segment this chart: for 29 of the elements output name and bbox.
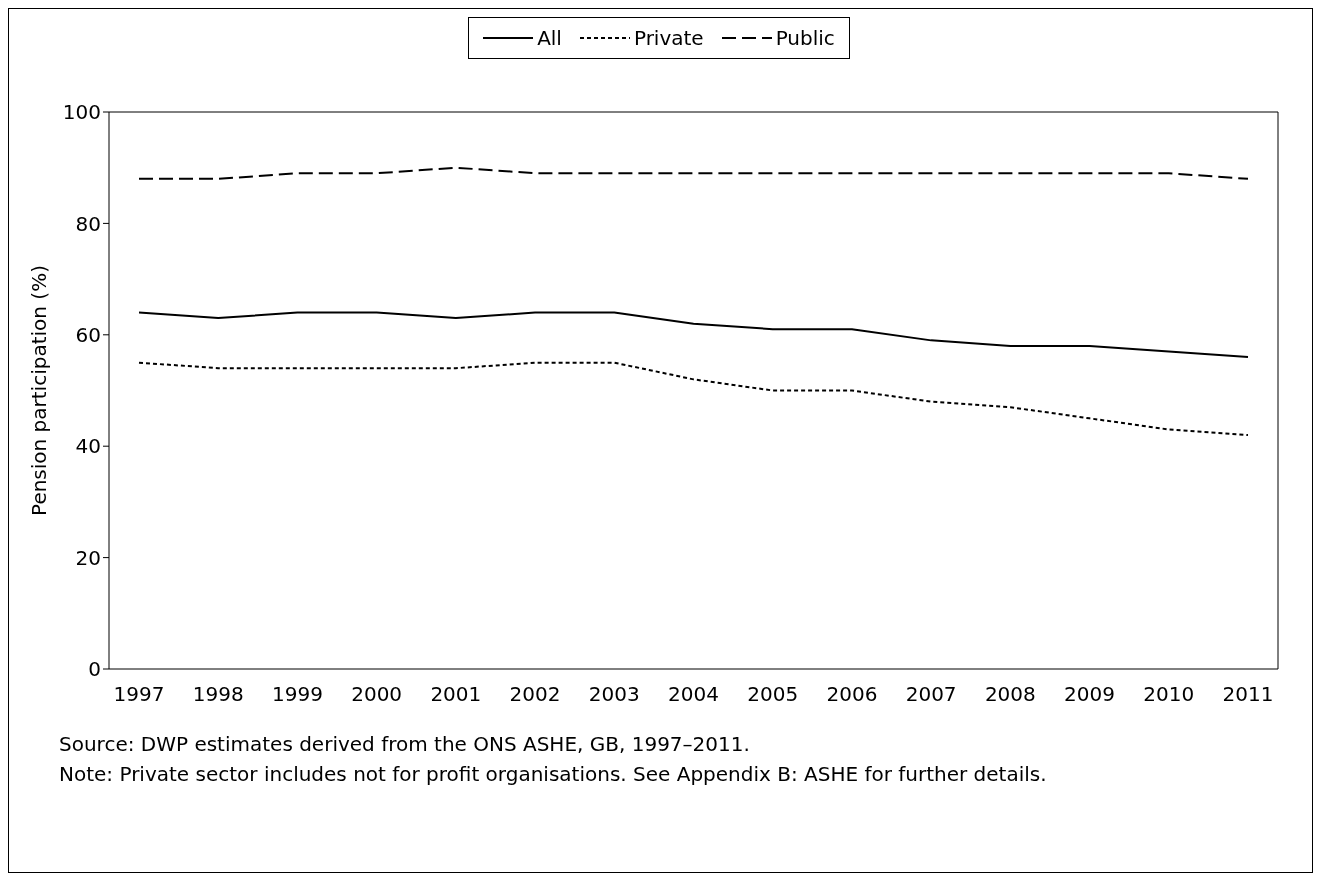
- text: Note: Private sector includes not for profit organisations. See Appendix B: ASHE for further details.: [59, 761, 1048, 788]
- x-tick-label: 2010: [1143, 682, 1195, 707]
- x-tick-label: 2008: [984, 682, 1036, 707]
- x-tick-label: 2002: [509, 682, 561, 707]
- y-tick-label: 60: [75, 322, 101, 347]
- x-tick-label: 2007: [905, 682, 957, 707]
- x-tick-label: 2003: [588, 682, 640, 707]
- line-series: [138, 361, 1249, 437]
- x-tick-label: 2011: [1222, 682, 1274, 707]
- y-tick-label: 0: [88, 657, 101, 682]
- y-axis-title: Pension participation (%): [27, 265, 52, 516]
- x-tick-label: 2004: [668, 682, 719, 707]
- y-tick-label: 20: [75, 545, 101, 570]
- legend-label: All: [537, 26, 562, 50]
- x-tick-label: 2000: [351, 682, 403, 707]
- legend-label: Public: [775, 26, 835, 50]
- x-tick-label: 1999: [271, 682, 323, 707]
- y-tick-label: 80: [75, 211, 101, 236]
- legend-label: Private: [633, 26, 704, 50]
- x-tick-label: 2001: [430, 682, 482, 707]
- y-tick-label: 100: [62, 100, 101, 125]
- source-note: Source: DWP estimates derived from the ONS ASHE, GB, 1997–2011.: [59, 731, 751, 758]
- x-tick-label: 2005: [747, 682, 799, 707]
- line-series: [138, 311, 1249, 359]
- x-tick-label: 1998: [192, 682, 244, 707]
- x-tick-label: 2009: [1064, 682, 1116, 707]
- x-tick-label: 1997: [113, 682, 165, 707]
- x-tick-label: 2006: [826, 682, 878, 707]
- y-tick-label: 40: [75, 434, 101, 459]
